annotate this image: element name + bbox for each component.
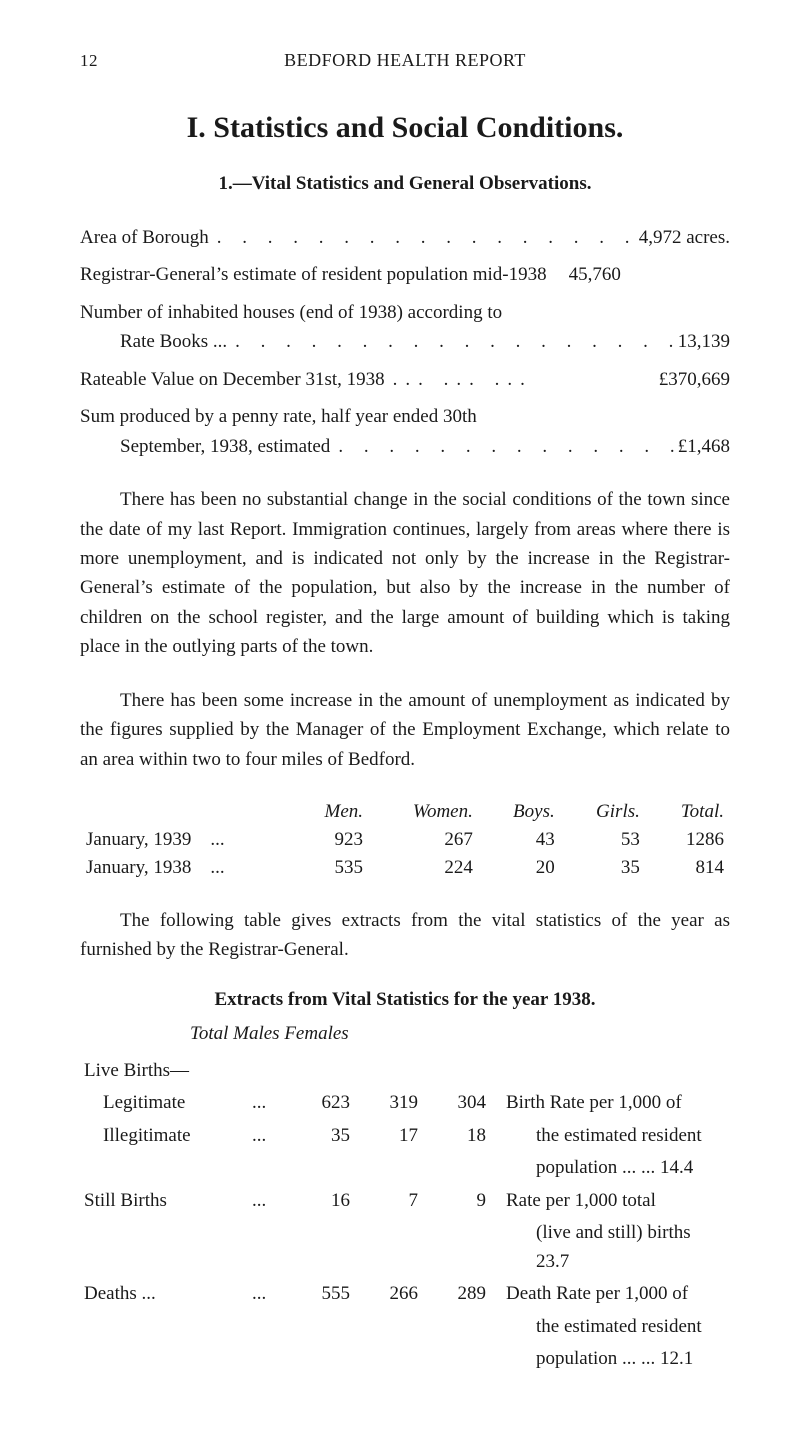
note: Birth Rate per 1,000 of: [490, 1087, 730, 1120]
td: 224: [369, 854, 479, 882]
note: the estimated resident: [490, 1120, 730, 1153]
note: population ... ... 12.1: [490, 1343, 730, 1376]
note: (live and still) births 23.7: [490, 1217, 730, 1278]
td: Still Births: [80, 1185, 248, 1218]
td: ...: [248, 1120, 286, 1153]
dots-fill: ... ... ...: [385, 365, 659, 394]
td: 53: [561, 826, 646, 854]
td: 623: [286, 1087, 354, 1120]
td: Illegitimate: [80, 1120, 248, 1153]
td: [80, 1311, 490, 1344]
page-header: 12 BEDFORD HEALTH REPORT: [80, 50, 730, 71]
table-row: Still Births ... 16 7 9 Rate per 1,000 t…: [80, 1185, 730, 1218]
td: 18: [422, 1120, 490, 1153]
td: 35: [561, 854, 646, 882]
td: 304: [422, 1087, 490, 1120]
note: population ... ... 14.4: [490, 1152, 730, 1185]
dots-fill: . . . . . . . . . . . . . . . . . . . . …: [330, 432, 677, 461]
stat-line2: September, 1938, estimated: [80, 432, 330, 461]
th: Total.: [646, 798, 730, 826]
th: Girls.: [561, 798, 646, 826]
page-number: 12: [80, 51, 120, 71]
stat-value: 4,972 acres.: [639, 223, 730, 252]
stat-line1: Sum produced by a penny rate, half year …: [80, 402, 730, 431]
th: Men.: [292, 798, 369, 826]
td: [80, 1217, 490, 1278]
stat-value: 45,760: [569, 260, 621, 289]
stat-rateable: Rateable Value on December 31st, 1938 ..…: [80, 365, 730, 394]
table-row: population ... ... 14.4: [80, 1152, 730, 1185]
note: the estimated resident: [490, 1311, 730, 1344]
td: [80, 1152, 490, 1185]
dots-fill: . . . . . . . . . . . . . . . . . . . . …: [209, 223, 639, 252]
table-row: Deaths ... ... 555 266 289 Death Rate pe…: [80, 1278, 730, 1311]
page: 12 BEDFORD HEALTH REPORT I. Statistics a…: [0, 0, 800, 1436]
th: [80, 798, 292, 826]
dots-fill: . . . . . . . . . . . . . . . . . . . . …: [227, 327, 678, 356]
td: 43: [479, 826, 561, 854]
stat-area: Area of Borough . . . . . . . . . . . . …: [80, 223, 730, 252]
td: 555: [286, 1278, 354, 1311]
td: 814: [646, 854, 730, 882]
table-row: the estimated resident: [80, 1311, 730, 1344]
td: ...: [248, 1087, 286, 1120]
td: 1286: [646, 826, 730, 854]
running-head: BEDFORD HEALTH REPORT: [120, 50, 690, 71]
td: ...: [248, 1278, 286, 1311]
th: Women.: [369, 798, 479, 826]
live-births-label: Live Births—: [80, 1055, 490, 1088]
extracts-heading: Extracts from Vital Statistics for the y…: [80, 989, 730, 1011]
td: 319: [354, 1087, 422, 1120]
unemployment-table: Men. Women. Boys. Girls. Total. January,…: [80, 798, 730, 882]
td: 7: [354, 1185, 422, 1218]
td: Legitimate: [80, 1087, 248, 1120]
td: 35: [286, 1120, 354, 1153]
td: 20: [479, 854, 561, 882]
td: 17: [354, 1120, 422, 1153]
table-header-row: Men. Women. Boys. Girls. Total.: [80, 798, 730, 826]
td: 535: [292, 854, 369, 882]
paragraph-1: There has been no substantial change in …: [80, 485, 730, 662]
stat-line1: Number of inhabited houses (end of 1938)…: [80, 298, 730, 327]
td: January, 1939 ...: [80, 826, 292, 854]
main-title: I. Statistics and Social Conditions.: [80, 111, 730, 145]
extracts-colhead: Total Males Females: [190, 1023, 730, 1045]
table-row: (live and still) births 23.7: [80, 1217, 730, 1278]
table-row: Illegitimate ... 35 17 18 the estimated …: [80, 1120, 730, 1153]
td: [80, 1343, 490, 1376]
stat-line2: Rate Books ...: [80, 327, 227, 356]
td: 289: [422, 1278, 490, 1311]
td: ...: [248, 1185, 286, 1218]
table-row: Legitimate ... 623 319 304 Birth Rate pe…: [80, 1087, 730, 1120]
stat-label: Area of Borough: [80, 223, 209, 252]
stat-houses: Number of inhabited houses (end of 1938)…: [80, 298, 730, 357]
table-row: January, 1938 ... 535 224 20 35 814: [80, 854, 730, 882]
th: Boys.: [479, 798, 561, 826]
table-row: population ... ... 12.1: [80, 1343, 730, 1376]
sub-title: 1.—Vital Statistics and General Observat…: [80, 173, 730, 195]
note: Death Rate per 1,000 of: [490, 1278, 730, 1311]
stat-value: 13,139: [678, 327, 730, 356]
table-row: January, 1939 ... 923 267 43 53 1286: [80, 826, 730, 854]
td: [490, 1055, 730, 1088]
extracts-table: Live Births— Legitimate ... 623 319 304 …: [80, 1055, 730, 1376]
stat-value: £1,468: [678, 432, 730, 461]
stat-label: Registrar-General’s estimate of resident…: [80, 260, 547, 289]
td: 267: [369, 826, 479, 854]
td: January, 1938 ...: [80, 854, 292, 882]
td: 9: [422, 1185, 490, 1218]
stat-registrar: Registrar-General’s estimate of resident…: [80, 260, 730, 289]
stat-penny: Sum produced by a penny rate, half year …: [80, 402, 730, 461]
stat-value: £370,669: [659, 365, 730, 394]
td: 16: [286, 1185, 354, 1218]
note: Rate per 1,000 total: [490, 1185, 730, 1218]
td: Deaths ...: [80, 1278, 248, 1311]
table-row: Live Births—: [80, 1055, 730, 1088]
paragraph-2: There has been some increase in the amou…: [80, 686, 730, 774]
paragraph-3: The following table gives extracts from …: [80, 906, 730, 965]
stat-label: Rateable Value on December 31st, 1938: [80, 365, 385, 394]
td: 266: [354, 1278, 422, 1311]
td: 923: [292, 826, 369, 854]
